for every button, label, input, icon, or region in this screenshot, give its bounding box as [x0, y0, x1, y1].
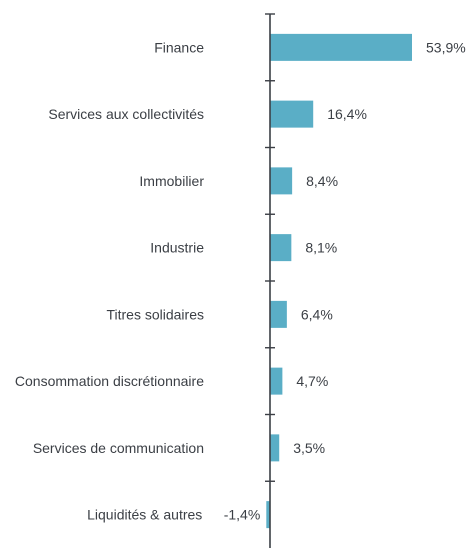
category-label-titres-solidaires: Titres solidaires — [106, 306, 204, 322]
bar-services-de-communication — [270, 434, 280, 462]
value-label-finance: 53,9% — [426, 39, 466, 55]
axis-ticks — [265, 13, 275, 482]
category-label-immobilier: Immobilier — [139, 173, 204, 189]
value-label-liquidites-autres: -1,4% — [224, 507, 261, 523]
category-label-industrie: Industrie — [150, 240, 204, 256]
bar-finance — [270, 33, 412, 61]
category-label-consommation-discretionnaire: Consommation discrétionnaire — [15, 373, 204, 389]
value-labels: 53,9% 16,4% 8,4% 8,1% 6,4% 4,7% 3,5% -1,4% — [224, 39, 466, 522]
value-label-industrie: 8,1% — [305, 240, 337, 256]
category-label-services-de-communication: Services de communication — [33, 440, 204, 456]
bar-industrie — [270, 234, 292, 262]
bar-consommation-discretionnaire — [270, 367, 283, 395]
value-label-titres-solidaires: 6,4% — [301, 306, 333, 322]
category-label-services-aux-collectivites: Services aux collectivités — [48, 106, 204, 122]
value-label-services-de-communication: 3,5% — [293, 440, 325, 456]
category-labels: Finance Services aux collectivités Immobil… — [15, 39, 204, 522]
category-label-liquidites-autres: Liquidités & autres — [87, 507, 202, 523]
bar-immobilier — [270, 167, 293, 195]
category-label-finance: Finance — [154, 39, 204, 55]
value-label-services-aux-collectivites: 16,4% — [327, 106, 367, 122]
bar-titres-solidaires — [270, 300, 287, 328]
value-label-consommation-discretionnaire: 4,7% — [296, 373, 328, 389]
bars-layer — [266, 33, 412, 529]
bar-liquidites-autres — [266, 501, 270, 529]
value-label-immobilier: 8,4% — [306, 173, 338, 189]
bar-services-aux-collectivites — [270, 100, 314, 128]
